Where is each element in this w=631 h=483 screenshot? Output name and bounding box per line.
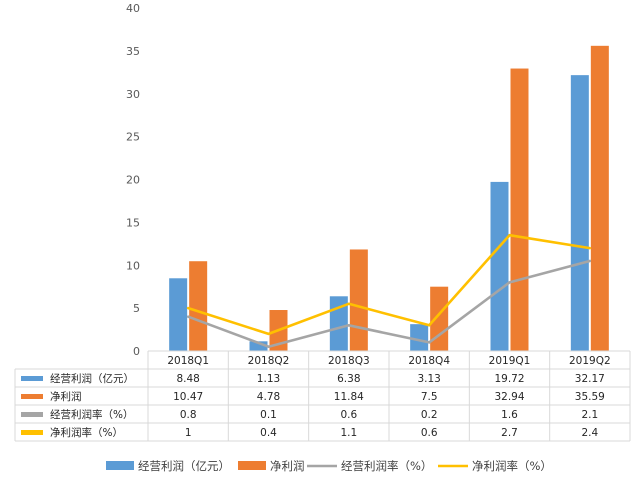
bar-series-0	[169, 75, 589, 352]
bar	[430, 286, 449, 351]
y-tick-label: 20	[126, 174, 140, 187]
table-cell: 32.17	[575, 373, 605, 385]
table-cell: 11.84	[334, 391, 364, 403]
table-cell: 8.48	[176, 373, 199, 385]
table-cell: 2.4	[581, 427, 598, 439]
bar	[349, 249, 368, 351]
bar	[510, 68, 529, 352]
line-series-0	[186, 259, 592, 349]
y-tick-label: 25	[126, 131, 140, 144]
bar-series-group	[169, 45, 609, 352]
bar	[490, 181, 509, 351]
table-cell: 1	[185, 427, 192, 439]
table-legend-key	[21, 394, 43, 399]
legend-key	[106, 461, 134, 470]
table-cell: 0.8	[180, 409, 197, 421]
table-header-cell: 2018Q4	[408, 355, 450, 367]
legend-key	[238, 461, 266, 470]
table-header-cell: 2018Q2	[248, 355, 290, 367]
table-cell: 1.6	[501, 409, 518, 421]
y-tick-label: 30	[126, 88, 140, 101]
table-row-label: 净利润率（%）	[50, 426, 123, 439]
line-series-group	[186, 233, 592, 349]
table-legend-key	[21, 376, 43, 381]
bar	[189, 261, 208, 351]
table-cell: 7.5	[421, 391, 438, 403]
bar-series-1	[189, 45, 609, 352]
y-axis: 0 5 10 15 20 25 30 35 40	[126, 2, 140, 358]
table-header-cell: 2019Q2	[569, 355, 611, 367]
table-row-label: 经营利润率（%）	[50, 408, 133, 421]
table-cell: 1.1	[340, 427, 357, 439]
y-tick-label: 40	[126, 2, 140, 15]
table-row-label: 经营利润（亿元）	[50, 372, 134, 385]
table-cell: 2.1	[581, 409, 598, 421]
table-legend-key	[21, 430, 43, 435]
table-cell: 1.13	[257, 373, 280, 385]
table-row-label: 净利润	[50, 390, 82, 403]
table-cell: 0.4	[260, 427, 277, 439]
legend-label: 净利润率（%）	[472, 459, 552, 473]
table-header-cell: 2019Q1	[489, 355, 531, 367]
y-tick-label: 10	[126, 259, 140, 272]
table-cell: 32.94	[494, 391, 524, 403]
table-cell: 3.13	[417, 373, 440, 385]
data-table: 2018Q1 2018Q2 2018Q3 2018Q4 2019Q1 2019Q2 经营利润…	[14, 350, 631, 442]
table-header-cell: 2018Q1	[167, 355, 209, 367]
legend-label: 净利润	[270, 459, 305, 473]
table-header-cell: 2018Q3	[328, 355, 370, 367]
table-cell: 0.2	[421, 409, 438, 421]
y-tick-label: 15	[126, 216, 140, 229]
table-cell: 4.78	[257, 391, 280, 403]
table-cell: 0.6	[340, 409, 357, 421]
bar	[590, 45, 609, 352]
bar	[169, 278, 188, 351]
table-cell: 0.6	[421, 427, 438, 439]
y-tick-label: 5	[133, 302, 140, 315]
legend: 经营利润（亿元） 净利润 经营利润率（%） 净利润率（%）	[106, 459, 552, 473]
legend-label: 经营利润率（%）	[341, 459, 432, 473]
table-legend-key	[21, 412, 43, 417]
bar	[249, 341, 268, 351]
bar	[570, 75, 589, 352]
line-series-1	[186, 233, 592, 336]
table-cell: 10.47	[173, 391, 203, 403]
y-tick-label: 0	[133, 345, 140, 358]
legend-label: 经营利润（亿元）	[138, 459, 230, 473]
table-cell: 19.72	[494, 373, 524, 385]
bar	[410, 324, 429, 351]
table-cell: 0.1	[260, 409, 277, 421]
table-cell: 6.38	[337, 373, 360, 385]
table-cell: 35.59	[575, 391, 605, 403]
y-tick-label: 35	[126, 45, 140, 58]
table-cell: 2.7	[501, 427, 518, 439]
